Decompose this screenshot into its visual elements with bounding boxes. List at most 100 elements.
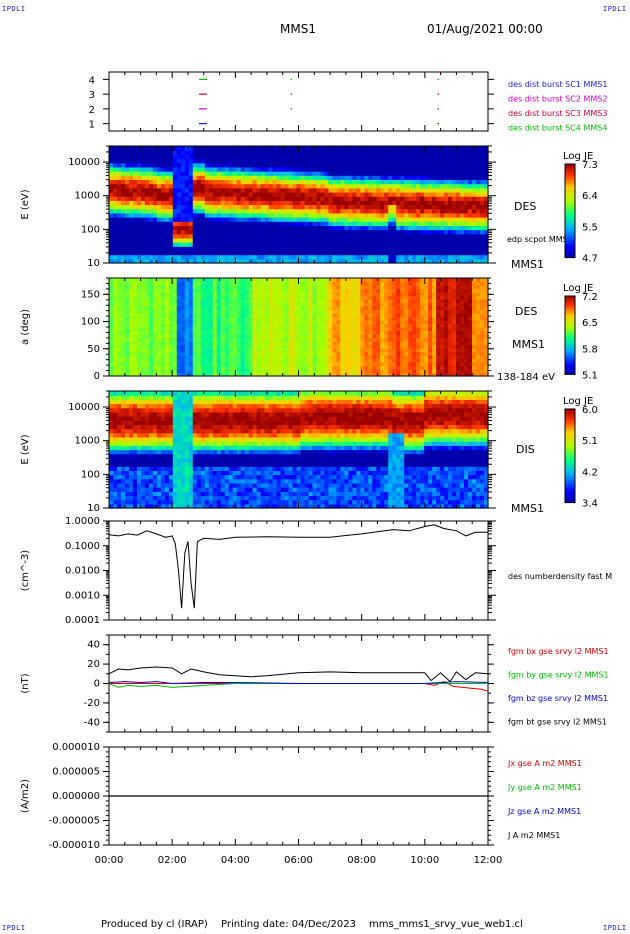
heatmap-cell bbox=[396, 183, 401, 189]
heatmap-cell bbox=[172, 295, 178, 300]
heatmap-cell bbox=[176, 179, 182, 185]
heatmap-cell bbox=[272, 183, 278, 189]
heatmap-cell bbox=[468, 250, 473, 256]
heatmap-cell bbox=[360, 302, 365, 307]
heatmap-cell bbox=[148, 362, 154, 367]
heatmap-cell bbox=[208, 217, 214, 222]
heatmap-cell bbox=[136, 288, 142, 293]
heatmap-cell bbox=[360, 337, 365, 342]
heatmap-cell bbox=[288, 229, 294, 235]
heatmap-cell bbox=[320, 327, 326, 332]
heatmap-cell bbox=[109, 327, 114, 332]
heatmap-cell bbox=[176, 254, 182, 260]
heatmap-cell bbox=[172, 162, 178, 168]
heatmap-cell bbox=[460, 158, 465, 164]
heatmap-cell bbox=[132, 250, 138, 256]
heatmap-cell bbox=[292, 285, 298, 290]
heatmap-cell bbox=[284, 344, 290, 349]
heatmap-cell bbox=[324, 369, 330, 374]
heatmap-cell bbox=[168, 302, 174, 307]
heatmap-cell bbox=[216, 316, 222, 321]
heatmap-cell bbox=[112, 217, 118, 222]
heatmap-cell bbox=[340, 208, 345, 214]
heatmap-cell bbox=[296, 183, 302, 189]
heatmap-cell bbox=[116, 221, 122, 226]
heatmap-cell bbox=[440, 221, 445, 226]
heatmap-cell bbox=[168, 351, 174, 356]
heatmap-cell bbox=[320, 212, 326, 218]
heatmap-cell bbox=[432, 154, 437, 160]
heatmap-cell bbox=[232, 171, 238, 176]
heatmap-cell bbox=[368, 278, 373, 283]
heatmap-cell bbox=[400, 225, 405, 231]
heatmap-cell bbox=[156, 154, 162, 160]
heatmap-cell bbox=[208, 299, 214, 304]
heatmap-cell bbox=[208, 258, 214, 264]
heatmap-cell bbox=[109, 281, 114, 286]
heatmap-cell bbox=[288, 285, 294, 290]
heatmap-cell bbox=[436, 150, 441, 155]
heatmap-cell bbox=[388, 162, 393, 168]
heatmap-cell bbox=[364, 334, 369, 339]
heatmap-cell bbox=[252, 150, 258, 155]
heatmap-cell bbox=[412, 221, 417, 226]
heatmap-cell bbox=[308, 246, 314, 252]
heatmap-cell bbox=[300, 237, 306, 243]
heatmap-cell bbox=[252, 355, 258, 360]
heatmap-cell bbox=[364, 295, 369, 300]
heatmap-cell bbox=[240, 212, 246, 218]
heatmap-cell bbox=[328, 334, 334, 339]
heatmap-cell bbox=[296, 362, 302, 367]
heatmap-cell bbox=[464, 196, 469, 201]
heatmap-cell bbox=[228, 204, 234, 210]
heatmap-cell bbox=[316, 254, 322, 260]
heatmap-cell bbox=[184, 191, 190, 197]
heatmap-cell bbox=[396, 217, 401, 222]
heatmap-cell bbox=[292, 183, 298, 189]
heatmap-cell bbox=[268, 295, 274, 300]
heatmap-cell bbox=[316, 362, 322, 367]
heatmap-cell bbox=[456, 233, 461, 239]
heatmap-cell bbox=[304, 327, 310, 332]
heatmap-cell bbox=[220, 150, 226, 155]
heatmap-cell bbox=[180, 313, 186, 318]
heatmap-cell bbox=[248, 330, 254, 335]
heatmap-cell bbox=[244, 187, 250, 193]
heatmap-cell bbox=[312, 208, 318, 214]
heatmap-cell bbox=[312, 200, 318, 206]
heatmap-cell bbox=[220, 285, 226, 290]
heatmap-cell bbox=[268, 299, 274, 304]
heatmap-cell bbox=[332, 306, 337, 311]
heatmap-cell bbox=[264, 204, 270, 210]
heatmap-cell bbox=[216, 323, 222, 328]
heatmap-cell bbox=[160, 281, 166, 286]
heatmap-cell bbox=[400, 285, 405, 290]
heatmap-cell bbox=[288, 320, 294, 325]
heatmap-cell bbox=[152, 299, 158, 304]
heatmap-cell bbox=[244, 355, 250, 360]
heatmap-cell bbox=[344, 344, 349, 349]
heatmap-cell bbox=[248, 334, 254, 339]
heatmap-cell bbox=[124, 369, 130, 374]
heatmap-cell bbox=[164, 162, 170, 168]
heatmap-cell bbox=[172, 285, 178, 290]
heatmap-cell bbox=[224, 158, 230, 164]
heatmap-cell bbox=[200, 208, 206, 214]
heatmap-cell bbox=[200, 171, 206, 176]
heatmap-cell bbox=[432, 204, 437, 210]
heatmap-cell bbox=[292, 162, 298, 168]
heatmap-cell bbox=[160, 237, 166, 243]
heatmap-cell bbox=[208, 233, 214, 239]
heatmap-cell bbox=[252, 302, 258, 307]
heatmap-cell bbox=[380, 299, 385, 304]
heatmap-cell bbox=[428, 154, 433, 160]
heatmap-cell bbox=[300, 217, 306, 222]
heatmap-cell bbox=[344, 225, 349, 231]
heatmap-cell bbox=[324, 313, 330, 318]
heatmap-cell bbox=[392, 344, 397, 349]
heatmap-cell bbox=[460, 237, 465, 243]
heatmap-cell bbox=[456, 179, 461, 185]
heatmap-cell bbox=[132, 306, 138, 311]
heatmap-cell bbox=[188, 258, 194, 264]
heatmap-cell bbox=[388, 313, 393, 318]
